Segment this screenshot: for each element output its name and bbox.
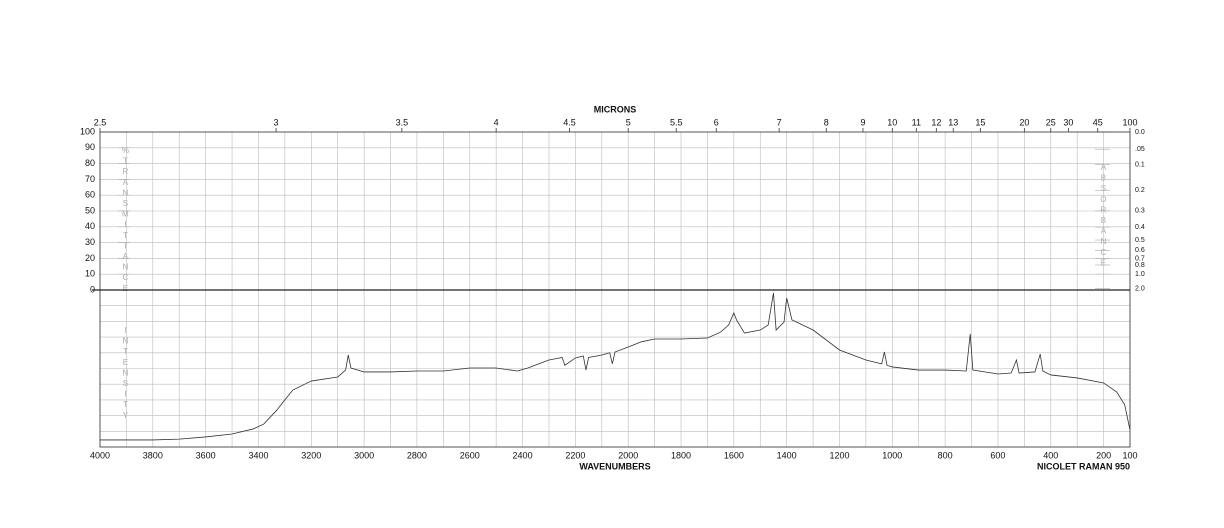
x-tick-label: 3800 [143,450,163,460]
spectrum-line [100,292,1131,441]
micron-tick-label: 20 [1019,117,1029,127]
micron-tick-label: 30 [1063,117,1073,127]
intensity-label: INTENSITY [121,326,130,421]
transmittance-label: %TRANSMITTANCE [121,146,130,294]
absorbance-tick-label: 1.0 [1135,271,1145,278]
micron-tick-label: 3.5 [396,117,409,127]
transmittance-tick-label: 100 [80,126,95,136]
x-tick-label: 3600 [196,450,216,460]
micron-tick-label: 10 [887,117,897,127]
x-tick-label: 2600 [460,450,480,460]
transmittance-tick-label: 60 [85,190,95,200]
micron-tick-label: 11 [912,117,921,127]
transmittance-tick-label: 0 [90,284,95,294]
absorbance-tick-label: 0.5 [1135,237,1145,244]
micron-axis-title: MICRONS [594,104,637,114]
x-tick-label: 1400 [777,450,797,460]
absorbance-tick-label: 0.2 [1135,187,1145,194]
micron-tick-label: 2.5 [94,117,107,127]
x-tick-label: 600 [990,450,1005,460]
x-tick-label: 400 [1043,450,1058,460]
x-tick-label: 1200 [829,450,849,460]
absorbance-tick-label: 0.3 [1135,208,1145,215]
absorbance-tick-label: 0.8 [1135,262,1145,269]
micron-tick-label: 7 [777,117,782,127]
micron-tick-label: 13 [948,117,958,127]
micron-tick-label: 25 [1046,117,1056,127]
x-tick-label: 1800 [671,450,691,460]
micron-tick-label: 100 [1122,117,1137,127]
transmittance-tick-label: 20 [85,253,95,263]
micron-tick-label: 3 [274,117,279,127]
x-tick-label: 3000 [354,450,374,460]
transmittance-tick-label: 30 [85,237,95,247]
x-tick-label: 2800 [407,450,427,460]
x-tick-label: 2200 [565,450,585,460]
transmittance-tick-label: 10 [85,269,95,279]
absorbance-tick-label: .05 [1135,146,1145,153]
micron-tick-label: 5.5 [670,117,683,127]
x-tick-label: 3400 [248,450,268,460]
x-axis-title: WAVENUMBERS [579,461,650,471]
x-tick-label: 200 [1096,450,1111,460]
x-tick-label: 4000 [90,450,110,460]
absorbance-tick-label: 0.1 [1135,161,1145,168]
micron-tick-label: 8 [824,117,829,127]
micron-tick-label: 6 [714,117,719,127]
absorbance-tick-label: 0.6 [1135,247,1145,254]
x-tick-label: 3200 [301,450,321,460]
x-tick-label: 2000 [618,450,638,460]
x-tick-label: 1600 [724,450,744,460]
transmittance-tick-label: 90 [85,142,95,152]
absorbance-tick-label: 0.0 [1135,129,1145,136]
transmittance-tick-label: 70 [85,174,95,184]
transmittance-tick-label: 50 [85,205,95,215]
micron-tick-label: 15 [975,117,985,127]
micron-tick-label: 4.5 [563,117,576,127]
x-tick-label: 2400 [513,450,533,460]
micron-tick-label: 12 [931,117,941,127]
x-tick-label: 100 [1122,450,1137,460]
absorbance-tick-label: 2.0 [1135,285,1145,292]
micron-tick-label: 4 [494,117,499,127]
micron-tick-label: 9 [860,117,865,127]
transmittance-tick-label: 80 [85,158,95,168]
micron-tick-label: 45 [1093,117,1103,127]
x-tick-label: 1000 [882,450,902,460]
absorbance-tick-label: 0.4 [1135,224,1145,231]
absorbance-tick-label: 0.7 [1135,255,1145,262]
instrument-note: NICOLET RAMAN 950 [1037,461,1130,471]
x-tick-label: 800 [938,450,953,460]
transmittance-tick-label: 40 [85,221,95,231]
micron-tick-label: 5 [626,117,631,127]
